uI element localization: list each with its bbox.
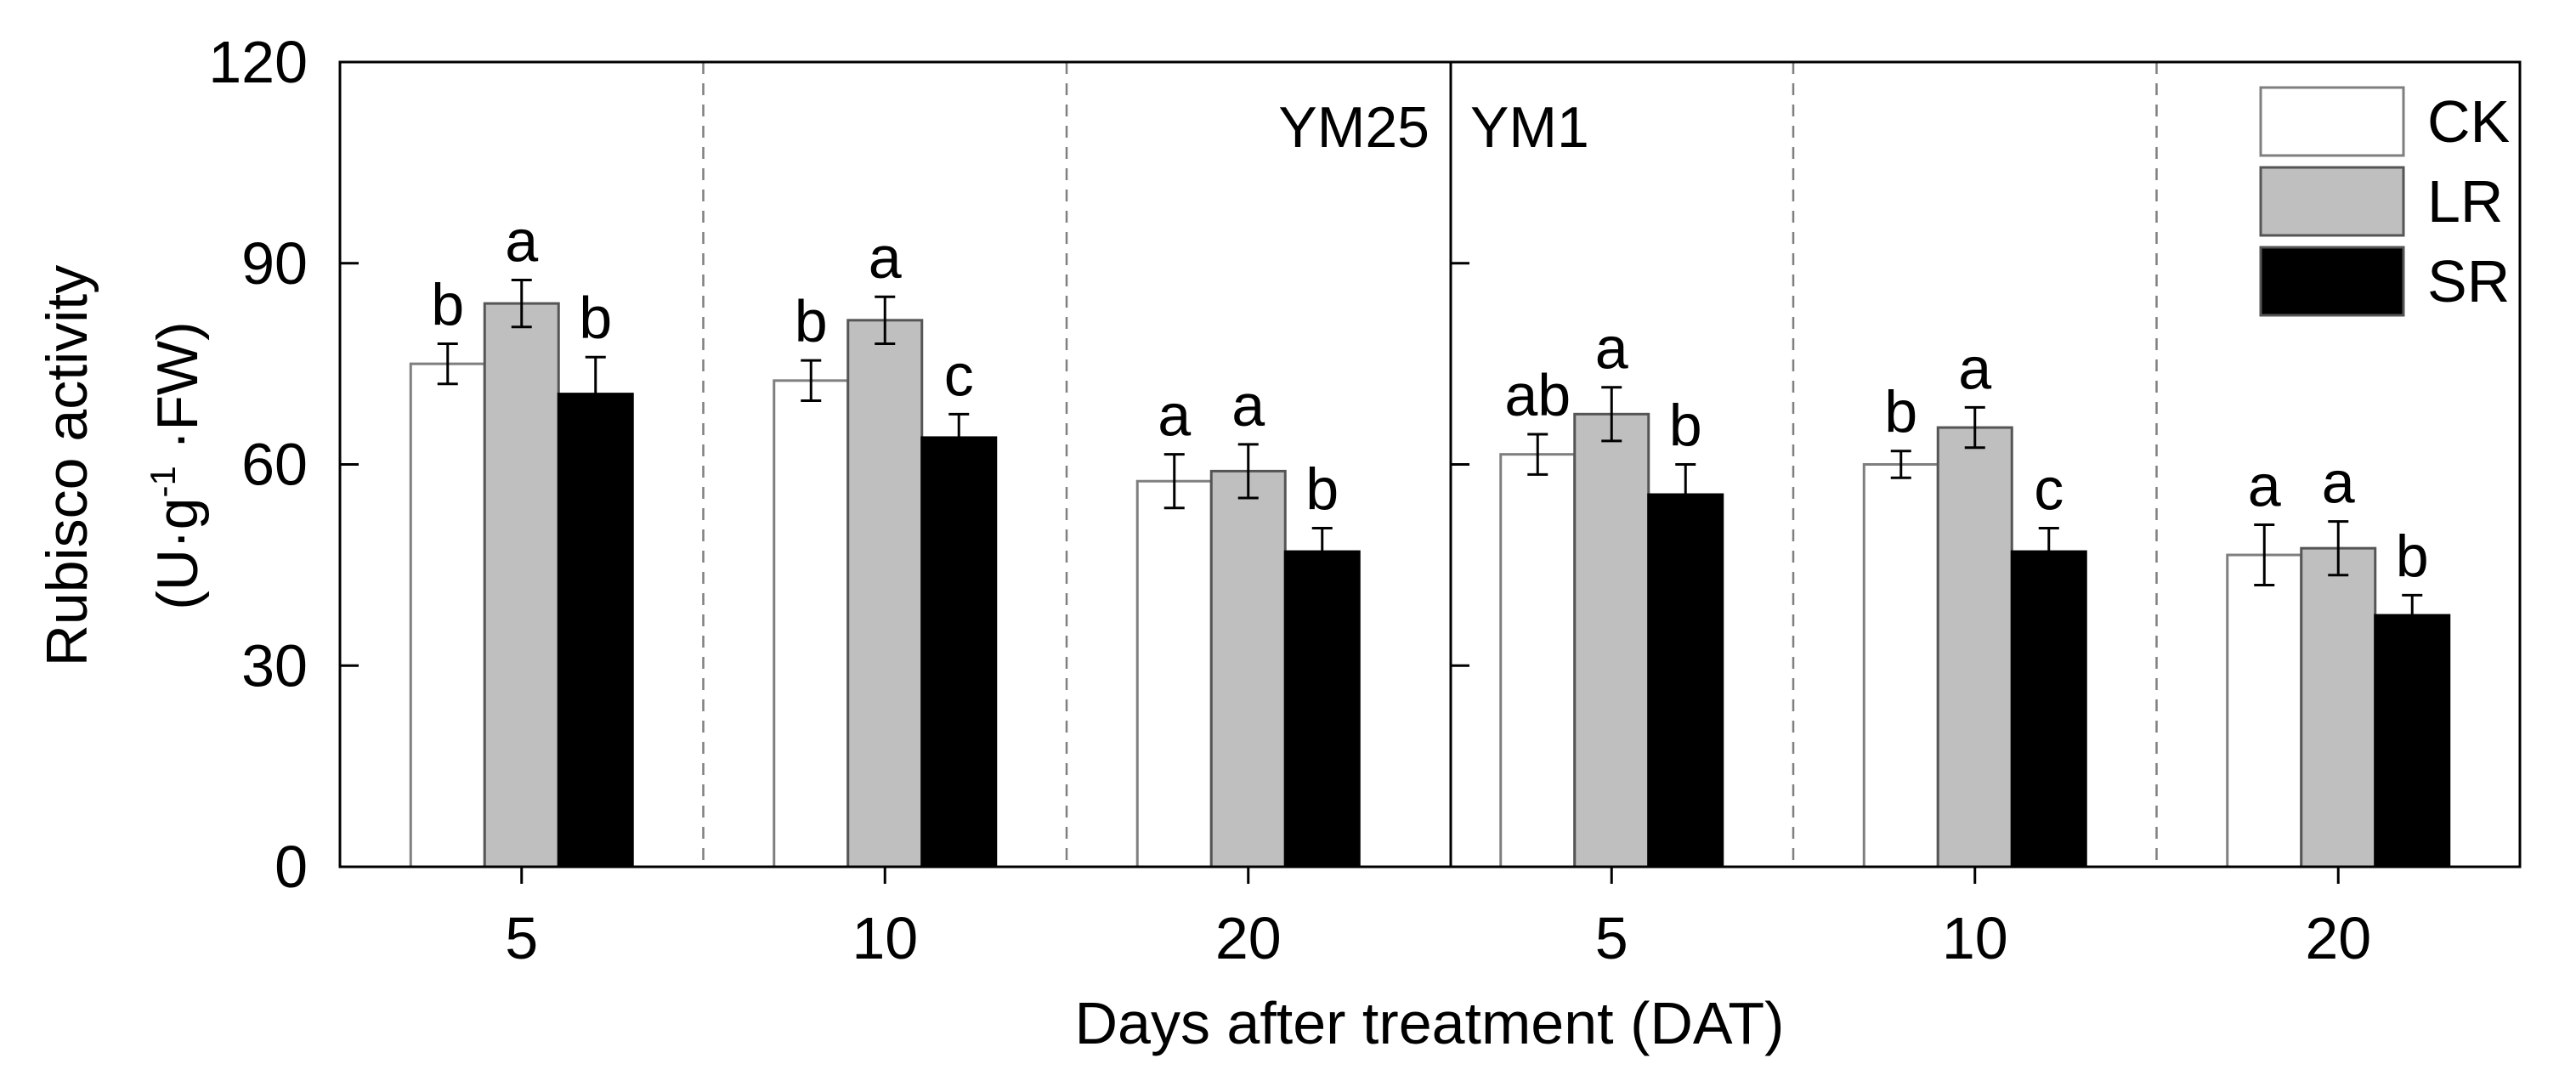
bar-ck — [1499, 453, 1577, 868]
significance-letter: ab — [1504, 362, 1571, 428]
x-tick-label: 20 — [1215, 905, 1282, 971]
significance-letter: a — [2248, 453, 2281, 519]
y-label-unit-part1: (U·g — [145, 498, 210, 610]
error-bars-layer — [437, 278, 2423, 637]
x-axis-label: Days after treatment (DAT) — [1074, 990, 1784, 1056]
significance-letter: b — [1669, 393, 1702, 459]
bar-sr — [557, 393, 634, 868]
bar-lr — [1209, 469, 1287, 868]
bars-layer — [409, 302, 2451, 868]
significance-letter: a — [1158, 382, 1191, 449]
significance-letter: b — [2396, 523, 2429, 589]
significance-letter: b — [1884, 379, 1917, 445]
bar-ck — [1135, 479, 1213, 868]
bar-sr — [2374, 614, 2451, 868]
bar-sr — [1283, 550, 1361, 868]
bar-ck — [773, 379, 850, 868]
y-axis-label-line1: Rubisco activity — [35, 265, 99, 666]
grid-layer — [702, 62, 2158, 867]
panel-label-ym1: YM1 — [1470, 95, 1589, 160]
significance-letter: a — [1958, 335, 1991, 401]
y-tick-label: 120 — [208, 29, 308, 95]
significance-letter: b — [579, 285, 612, 351]
bar-sr — [920, 436, 998, 868]
significance-letter: c — [2034, 455, 2064, 522]
significance-letter: b — [1305, 455, 1339, 522]
legend-label-sr: SR — [2427, 248, 2510, 314]
y-tick-label: 30 — [241, 632, 308, 699]
bar-lr — [2300, 546, 2377, 868]
x-tick-label: 10 — [1942, 905, 2008, 971]
y-tick-label: 90 — [241, 230, 308, 297]
legend-swatch-sr — [2259, 246, 2405, 317]
significance-letter: a — [869, 224, 902, 291]
legend-label-lr: LR — [2427, 168, 2503, 235]
bar-ck — [1862, 463, 1939, 868]
significance-letter: a — [2322, 450, 2355, 516]
x-tick-label: 5 — [505, 905, 538, 971]
legend-swatch-ck — [2259, 86, 2405, 157]
panel-label-ym25: YM25 — [1278, 95, 1430, 160]
bar-lr — [1573, 412, 1650, 868]
bar-lr — [483, 302, 560, 868]
x-tick-label: 20 — [2305, 905, 2371, 971]
x-tick-label: 5 — [1595, 905, 1628, 971]
bar-sr — [1647, 493, 1724, 868]
y-label-unit-part2: ·FW) — [145, 321, 210, 466]
y-tick-label: 60 — [241, 432, 308, 498]
bar-lr — [1936, 426, 2013, 868]
y-label-unit-exponent: -1 — [143, 466, 183, 497]
x-tick-label: 10 — [852, 905, 918, 971]
y-tick-label: 0 — [275, 834, 308, 900]
significance-letter: a — [1231, 372, 1265, 438]
legend-swatch-lr — [2259, 166, 2405, 237]
bar-sr — [2010, 550, 2087, 868]
legend-label-ck: CK — [2427, 88, 2510, 155]
y-axis-label-line2: (U·g-1 ·FW) — [143, 321, 210, 609]
plot-frame — [338, 60, 2522, 868]
significance-letter: b — [795, 288, 828, 354]
bar-ck — [2226, 553, 2303, 868]
significance-letter: b — [431, 271, 464, 337]
legend: CK LR SR — [2259, 86, 2510, 317]
significance-letter: c — [944, 342, 974, 408]
axis-layer: 5 10 20 5 10 20 0 30 60 90 120 — [208, 29, 2371, 971]
bar-lr — [846, 319, 924, 868]
bar-ck — [409, 362, 486, 868]
significance-letter: a — [1595, 315, 1628, 382]
significance-letter: a — [505, 207, 538, 274]
